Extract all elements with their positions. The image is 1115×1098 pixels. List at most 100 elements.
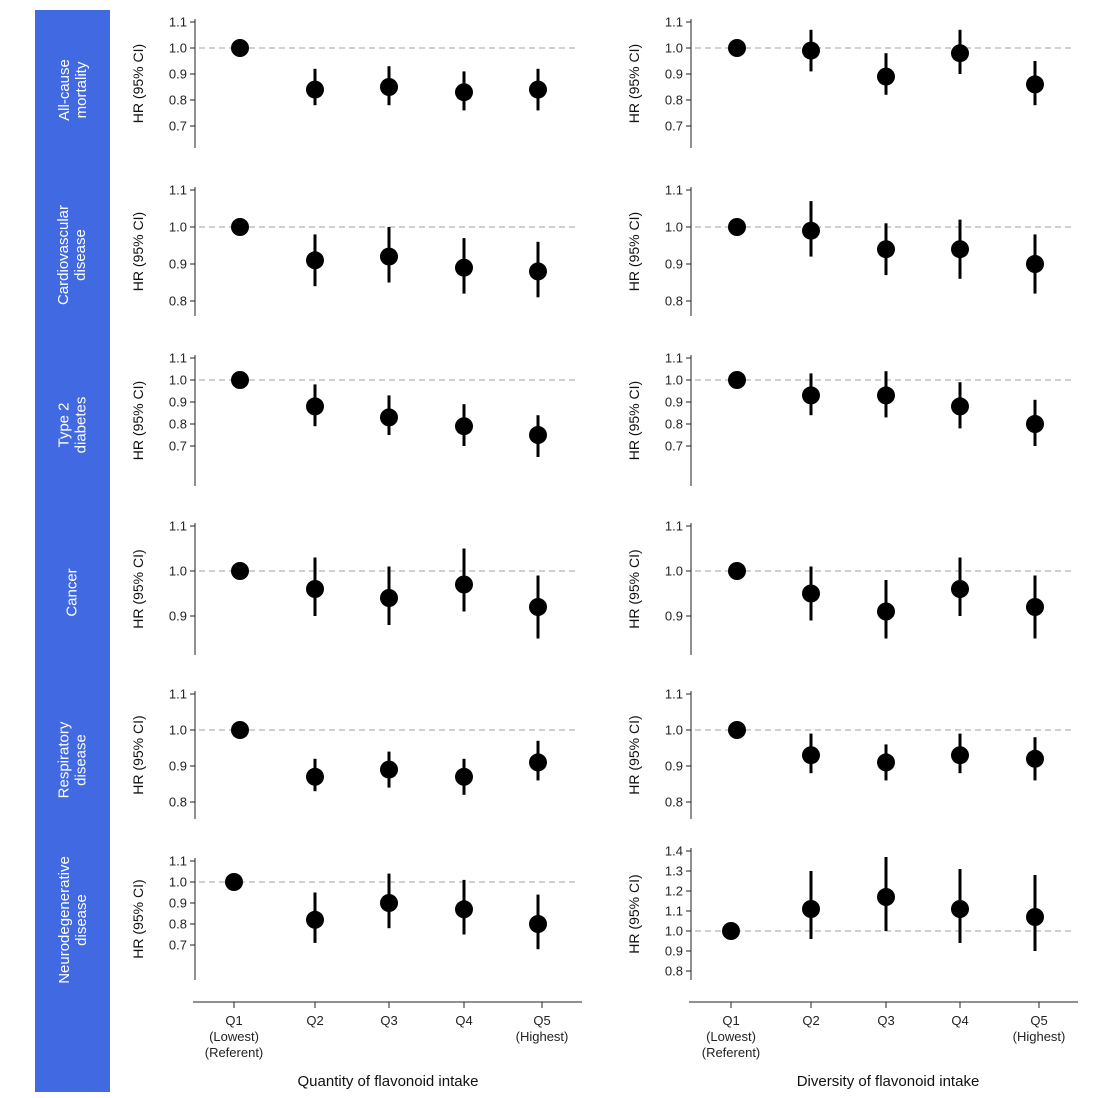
y-axis-title: HR (95% CI)	[130, 879, 146, 958]
hr-point	[951, 44, 969, 63]
y-tick-label: 0.8	[665, 795, 683, 810]
y-tick-label: 0.9	[169, 759, 187, 774]
x-tick-label: Q4	[455, 1013, 472, 1028]
y-tick-label: 0.8	[665, 964, 683, 979]
y-tick-label: 1.1	[169, 15, 187, 30]
y-tick-label: 0.8	[665, 294, 683, 309]
hr-point	[877, 888, 895, 906]
hr-point	[225, 873, 243, 891]
y-axis-title: HR (95% CI)	[626, 549, 642, 628]
x-tick-label: Q3	[380, 1013, 397, 1028]
y-tick-label: 1.0	[665, 41, 683, 56]
y-tick-label: 0.9	[665, 395, 683, 410]
y-tick-label: 1.0	[169, 723, 187, 738]
hr-point	[728, 562, 746, 580]
hr-point	[951, 746, 969, 765]
y-tick-label: 0.9	[169, 395, 187, 410]
y-tick-label: 1.0	[169, 875, 187, 890]
x-tick-label: (Lowest)	[706, 1029, 756, 1044]
x-axis-title-quantity: Quantity of flavonoid intake	[297, 1073, 479, 1090]
y-tick-label: 0.8	[169, 917, 187, 932]
y-tick-label: 0.9	[665, 759, 683, 774]
y-tick-label: 0.9	[665, 609, 683, 624]
hr-point	[877, 67, 895, 86]
hr-point	[306, 910, 324, 929]
y-axis-title: HR (95% CI)	[130, 549, 146, 628]
hr-point	[306, 580, 324, 598]
y-axis-title: HR (95% CI)	[626, 44, 642, 123]
y-tick-label: 1.1	[665, 351, 683, 366]
y-axis-title: HR (95% CI)	[626, 874, 642, 953]
hr-point	[802, 221, 820, 240]
y-axis-title: HR (95% CI)	[626, 381, 642, 460]
hr-point	[1026, 598, 1044, 616]
hr-point	[728, 218, 746, 236]
y-tick-label: 1.1	[665, 183, 683, 198]
hr-point	[380, 408, 398, 427]
hr-point	[380, 760, 398, 779]
hr-point	[306, 397, 324, 416]
y-tick-label: 1.0	[169, 41, 187, 56]
x-tick-label: Q3	[877, 1013, 894, 1028]
hr-point	[529, 598, 547, 616]
y-tick-label: 0.9	[169, 609, 187, 624]
hr-point	[529, 915, 547, 933]
hr-point	[455, 767, 473, 786]
x-tick-label: (Highest)	[516, 1029, 569, 1044]
y-tick-label: 1.1	[169, 854, 187, 869]
y-tick-label: 1.0	[169, 373, 187, 388]
x-axis-title-diversity: Diversity of flavonoid intake	[796, 1073, 980, 1090]
y-tick-label: 0.7	[169, 439, 187, 454]
hr-point	[951, 900, 969, 918]
y-tick-label: 1.1	[169, 519, 187, 534]
hr-point	[1026, 255, 1044, 273]
y-tick-label: 1.1	[169, 183, 187, 198]
hr-point	[306, 80, 324, 99]
y-tick-label: 0.9	[169, 257, 187, 272]
hr-point	[802, 386, 820, 405]
hr-point	[380, 589, 398, 607]
x-tick-label: Q2	[306, 1013, 323, 1028]
hr-point	[1026, 75, 1044, 94]
hr-point	[951, 397, 969, 416]
hr-point	[231, 218, 249, 236]
y-tick-label: 0.9	[665, 67, 683, 82]
hr-point	[455, 417, 473, 436]
hr-point	[951, 240, 969, 259]
y-tick-label: 0.8	[169, 417, 187, 432]
x-tick-label: (Referent)	[702, 1045, 761, 1060]
x-tick-label: Q1	[722, 1013, 739, 1028]
y-tick-label: 0.7	[665, 439, 683, 454]
y-axis-title: HR (95% CI)	[130, 212, 146, 291]
hr-point	[380, 78, 398, 96]
hr-point	[877, 386, 895, 405]
hr-point	[877, 753, 895, 772]
hr-point	[231, 562, 249, 580]
y-tick-label: 1.3	[665, 864, 683, 879]
y-tick-label: 0.7	[665, 119, 683, 134]
y-tick-label: 1.0	[169, 220, 187, 235]
y-tick-label: 0.8	[169, 795, 187, 810]
y-tick-label: 1.0	[169, 564, 187, 579]
hr-point	[455, 83, 473, 102]
hr-point	[1026, 415, 1044, 433]
hr-point	[728, 371, 746, 389]
y-tick-label: 1.0	[665, 564, 683, 579]
y-tick-label: 1.0	[665, 924, 683, 939]
y-axis-title: HR (95% CI)	[130, 381, 146, 460]
y-tick-label: 0.8	[665, 93, 683, 108]
hr-point	[951, 580, 969, 598]
hr-point	[722, 922, 740, 940]
y-axis-title: HR (95% CI)	[130, 715, 146, 794]
y-tick-label: 1.1	[665, 519, 683, 534]
hr-point	[529, 753, 547, 772]
y-axis-title: HR (95% CI)	[626, 212, 642, 291]
y-tick-label: 0.8	[665, 417, 683, 432]
hr-point	[455, 258, 473, 277]
hr-point	[231, 371, 249, 389]
hr-point	[529, 80, 547, 99]
y-tick-label: 1.1	[665, 15, 683, 30]
hr-point	[306, 767, 324, 786]
hr-point	[877, 602, 895, 621]
